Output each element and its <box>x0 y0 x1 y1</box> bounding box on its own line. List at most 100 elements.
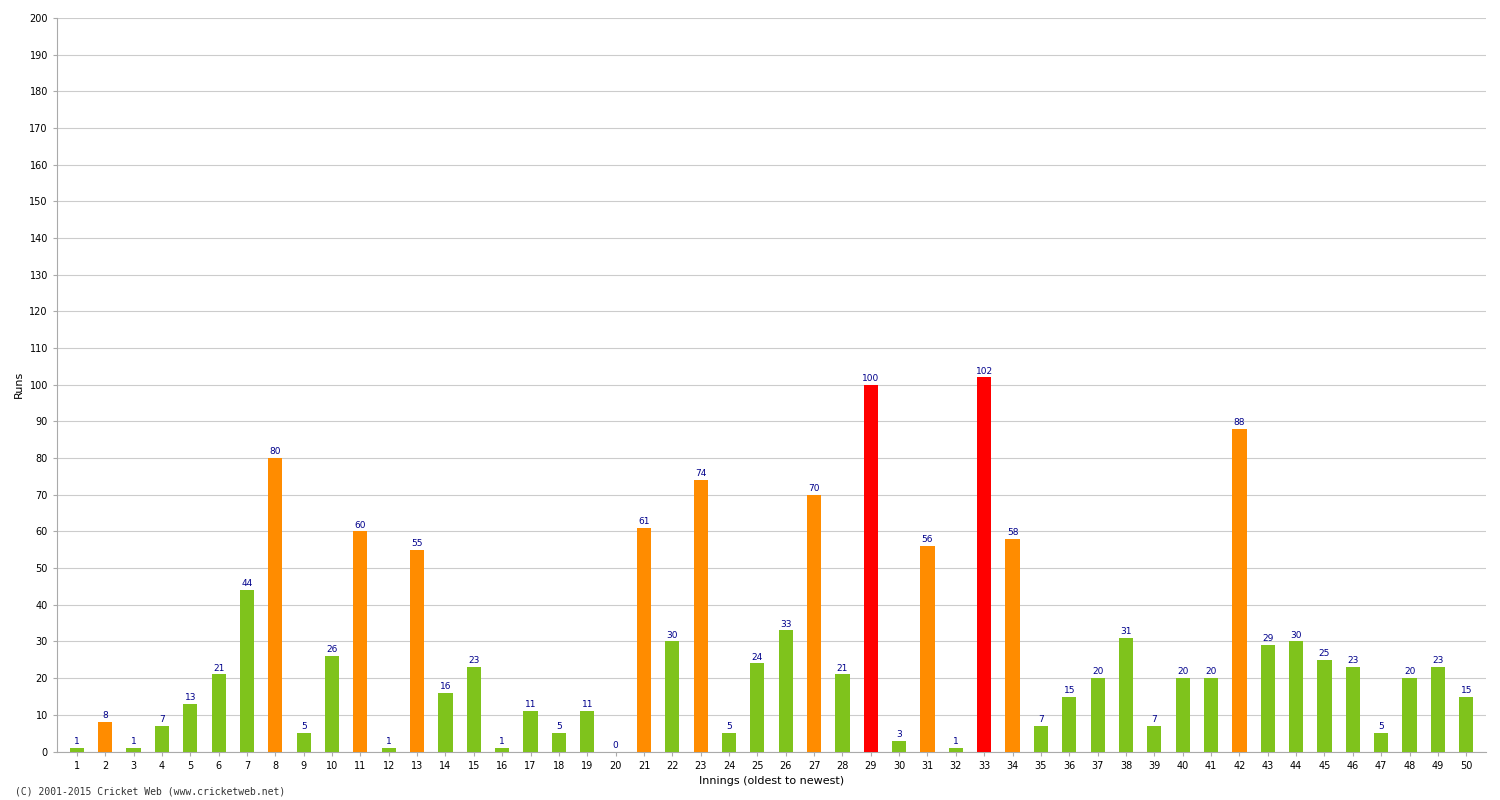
Bar <box>750 663 765 751</box>
Bar <box>495 748 508 751</box>
Bar <box>921 546 934 751</box>
Text: 0: 0 <box>612 741 618 750</box>
Bar <box>98 722 112 751</box>
Text: 1: 1 <box>74 737 80 746</box>
Text: 20: 20 <box>1092 667 1104 676</box>
Text: 15: 15 <box>1064 686 1076 694</box>
Text: 23: 23 <box>1432 656 1443 666</box>
Bar <box>552 733 566 751</box>
Bar <box>950 748 963 751</box>
Bar <box>410 550 424 751</box>
Text: 70: 70 <box>808 484 820 493</box>
Bar <box>524 711 537 751</box>
Text: 25: 25 <box>1318 649 1330 658</box>
Text: 1: 1 <box>952 737 958 746</box>
Bar <box>1288 642 1304 751</box>
Bar <box>1317 660 1332 751</box>
X-axis label: Innings (oldest to newest): Innings (oldest to newest) <box>699 776 844 786</box>
Text: 30: 30 <box>666 630 678 640</box>
Text: 55: 55 <box>411 539 423 548</box>
Bar <box>836 674 849 751</box>
Text: 58: 58 <box>1007 528 1019 537</box>
Bar <box>211 674 225 751</box>
Bar <box>693 480 708 751</box>
Text: 20: 20 <box>1206 667 1216 676</box>
Text: 80: 80 <box>270 447 280 456</box>
Text: 61: 61 <box>638 517 650 526</box>
Text: 102: 102 <box>975 366 993 375</box>
Text: 88: 88 <box>1233 418 1245 427</box>
Bar <box>1176 678 1190 751</box>
Text: 8: 8 <box>102 711 108 720</box>
Text: 24: 24 <box>752 653 764 662</box>
Bar <box>722 733 736 751</box>
Bar <box>1431 667 1444 751</box>
Text: 100: 100 <box>862 374 879 383</box>
Text: 23: 23 <box>1347 656 1359 666</box>
Bar <box>438 693 453 751</box>
Text: 33: 33 <box>780 620 792 629</box>
Bar <box>1148 726 1161 751</box>
Text: 21: 21 <box>837 664 848 673</box>
Text: 20: 20 <box>1178 667 1188 676</box>
Text: 30: 30 <box>1290 630 1302 640</box>
Bar <box>183 704 198 751</box>
Text: 7: 7 <box>1038 715 1044 724</box>
Text: 31: 31 <box>1120 627 1131 636</box>
Bar <box>126 748 141 751</box>
Text: (C) 2001-2015 Cricket Web (www.cricketweb.net): (C) 2001-2015 Cricket Web (www.cricketwe… <box>15 786 285 796</box>
Text: 5: 5 <box>302 722 306 731</box>
Bar <box>1090 678 1104 751</box>
Text: 3: 3 <box>897 730 902 738</box>
Bar <box>326 656 339 751</box>
Text: 26: 26 <box>327 646 338 654</box>
Text: 11: 11 <box>582 700 592 710</box>
Bar <box>69 748 84 751</box>
Text: 44: 44 <box>242 579 252 588</box>
Text: 5: 5 <box>556 722 561 731</box>
Bar <box>1346 667 1360 751</box>
Bar <box>1204 678 1218 751</box>
Bar <box>381 748 396 751</box>
Bar <box>864 385 877 751</box>
Text: 74: 74 <box>694 470 706 478</box>
Y-axis label: Runs: Runs <box>13 371 24 398</box>
Bar <box>354 531 368 751</box>
Bar <box>297 733 310 751</box>
Text: 13: 13 <box>184 693 196 702</box>
Bar <box>154 726 170 751</box>
Text: 7: 7 <box>1152 715 1156 724</box>
Text: 1: 1 <box>500 737 506 746</box>
Bar <box>1374 733 1389 751</box>
Text: 60: 60 <box>354 521 366 530</box>
Bar <box>1260 645 1275 751</box>
Text: 7: 7 <box>159 715 165 724</box>
Bar <box>892 741 906 751</box>
Text: 11: 11 <box>525 700 537 710</box>
Bar <box>778 630 794 751</box>
Bar <box>638 528 651 751</box>
Bar <box>1034 726 1048 751</box>
Bar <box>1005 538 1020 751</box>
Text: 16: 16 <box>440 682 452 691</box>
Bar <box>1233 429 1246 751</box>
Text: 21: 21 <box>213 664 225 673</box>
Bar <box>240 590 254 751</box>
Bar <box>807 494 820 751</box>
Text: 29: 29 <box>1262 634 1274 643</box>
Bar <box>580 711 594 751</box>
Text: 20: 20 <box>1404 667 1414 676</box>
Text: 5: 5 <box>1378 722 1384 731</box>
Bar <box>664 642 680 751</box>
Text: 1: 1 <box>386 737 392 746</box>
Text: 23: 23 <box>468 656 480 666</box>
Text: 1: 1 <box>130 737 136 746</box>
Bar <box>466 667 482 751</box>
Text: 5: 5 <box>726 722 732 731</box>
Bar <box>268 458 282 751</box>
Bar <box>1062 697 1077 751</box>
Bar <box>1119 638 1132 751</box>
Text: 15: 15 <box>1461 686 1472 694</box>
Bar <box>1402 678 1416 751</box>
Bar <box>1460 697 1473 751</box>
